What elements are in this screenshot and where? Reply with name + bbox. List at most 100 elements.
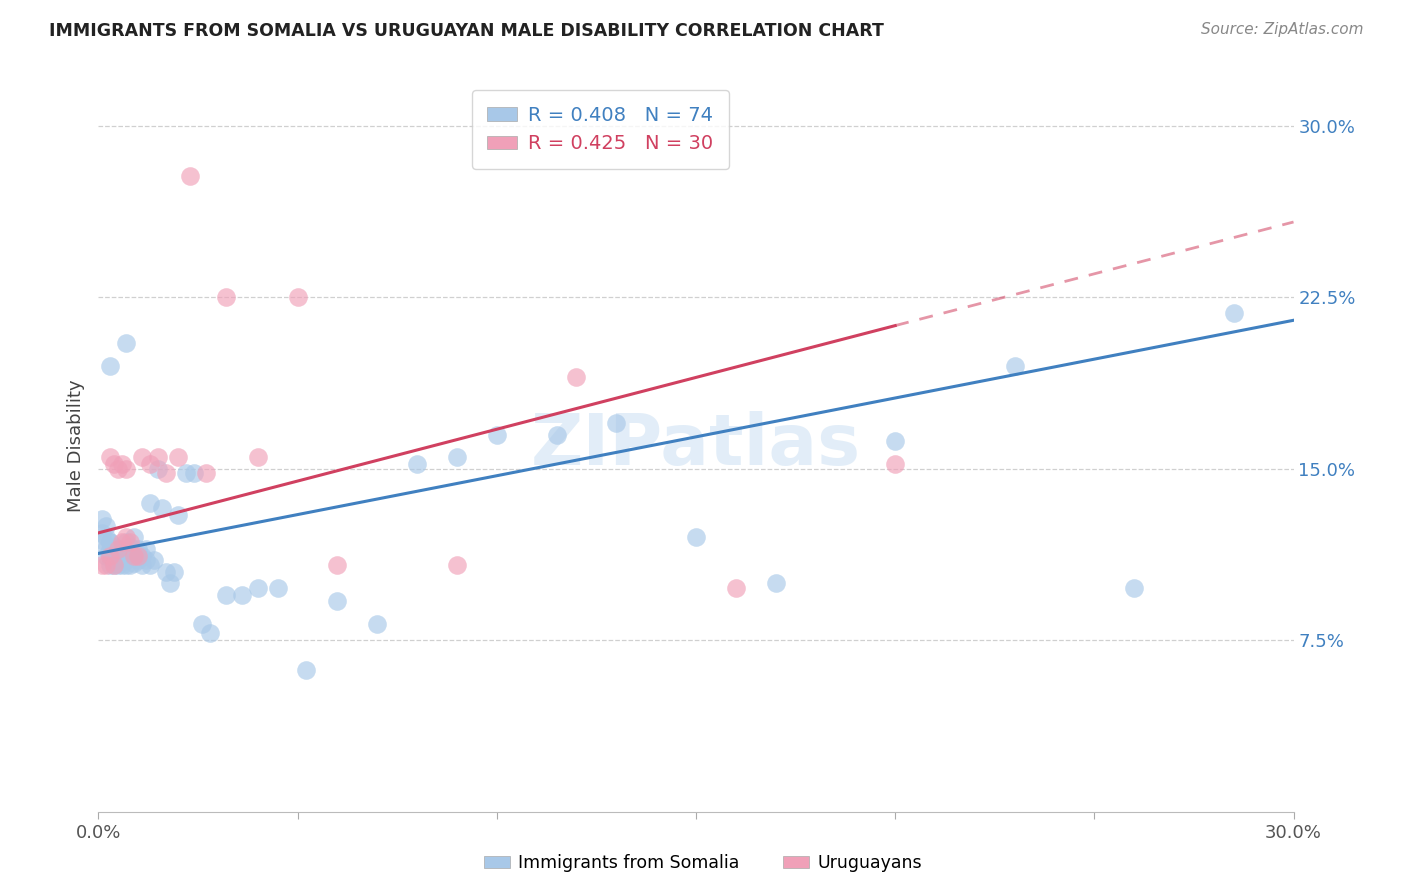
Point — [111, 558, 134, 572]
Point — [103, 553, 125, 567]
Point — [124, 530, 146, 544]
Point — [446, 450, 468, 465]
Point — [183, 467, 205, 481]
Point — [91, 512, 114, 526]
Point — [96, 530, 118, 544]
Point — [326, 558, 349, 572]
Point — [131, 549, 153, 563]
Point — [215, 588, 238, 602]
Point — [107, 546, 129, 560]
Point — [111, 541, 134, 556]
Legend: R = 0.408   N = 74, R = 0.425   N = 30: R = 0.408 N = 74, R = 0.425 N = 30 — [472, 90, 728, 169]
Point — [103, 541, 125, 556]
Point — [91, 525, 114, 540]
Point — [127, 541, 149, 556]
Point — [191, 617, 214, 632]
Point — [148, 450, 170, 465]
Point — [446, 558, 468, 572]
Point — [246, 581, 269, 595]
Point — [198, 626, 221, 640]
Point — [115, 462, 138, 476]
Point — [131, 450, 153, 465]
Point — [485, 427, 508, 442]
Point — [127, 549, 149, 563]
Point — [115, 558, 138, 572]
Point — [605, 416, 627, 430]
Point — [546, 427, 568, 442]
Point — [163, 565, 186, 579]
Point — [96, 541, 118, 556]
Point — [167, 450, 190, 465]
Point — [98, 549, 122, 563]
Point — [103, 458, 125, 472]
Point — [131, 558, 153, 572]
Point — [120, 540, 142, 554]
Point — [139, 458, 162, 472]
Point — [406, 458, 429, 472]
Point — [115, 553, 138, 567]
Point — [294, 663, 316, 677]
Point — [724, 581, 747, 595]
Point — [107, 541, 129, 556]
Point — [98, 359, 122, 373]
Point — [366, 617, 388, 632]
Point — [174, 467, 197, 481]
Text: ZIPatlas: ZIPatlas — [531, 411, 860, 481]
Point — [111, 551, 134, 566]
Point — [96, 558, 118, 572]
Point — [103, 540, 125, 554]
Point — [111, 535, 134, 549]
Point — [115, 535, 138, 549]
Point — [1004, 359, 1026, 373]
Point — [195, 467, 218, 481]
Point — [98, 535, 122, 549]
Point — [155, 467, 177, 481]
Point — [103, 546, 125, 560]
Point — [287, 290, 309, 304]
Text: IMMIGRANTS FROM SOMALIA VS URUGUAYAN MALE DISABILITY CORRELATION CHART: IMMIGRANTS FROM SOMALIA VS URUGUAYAN MAL… — [49, 22, 884, 40]
Point — [111, 549, 134, 563]
Point — [96, 519, 118, 533]
Text: Source: ZipAtlas.com: Source: ZipAtlas.com — [1201, 22, 1364, 37]
Point — [120, 535, 142, 549]
Point — [246, 450, 269, 465]
Point — [96, 549, 118, 563]
Point — [115, 530, 138, 544]
Legend: Immigrants from Somalia, Uruguayans: Immigrants from Somalia, Uruguayans — [477, 847, 929, 879]
Point — [685, 530, 707, 544]
Point — [107, 558, 129, 572]
Point — [167, 508, 190, 522]
Point — [215, 290, 238, 304]
Point — [111, 458, 134, 472]
Point — [124, 549, 146, 563]
Point — [159, 576, 181, 591]
Point — [91, 558, 114, 572]
Y-axis label: Male Disability: Male Disability — [66, 380, 84, 512]
Point — [107, 462, 129, 476]
Point — [765, 576, 787, 591]
Point — [103, 558, 125, 572]
Point — [267, 581, 290, 595]
Point — [139, 558, 162, 572]
Point — [127, 553, 149, 567]
Point — [107, 541, 129, 556]
Point — [143, 553, 166, 567]
Point — [1223, 306, 1246, 320]
Point — [124, 549, 146, 563]
Point — [565, 370, 588, 384]
Point — [135, 541, 157, 556]
Point — [98, 558, 122, 572]
Point — [179, 169, 201, 184]
Point — [98, 535, 122, 549]
Point — [91, 533, 114, 547]
Point — [98, 541, 122, 556]
Point — [115, 546, 138, 560]
Point — [98, 549, 122, 563]
Point — [884, 434, 907, 449]
Point — [115, 336, 138, 351]
Point — [124, 556, 146, 570]
Point — [98, 450, 122, 465]
Point — [107, 551, 129, 566]
Point — [1123, 581, 1146, 595]
Point — [139, 496, 162, 510]
